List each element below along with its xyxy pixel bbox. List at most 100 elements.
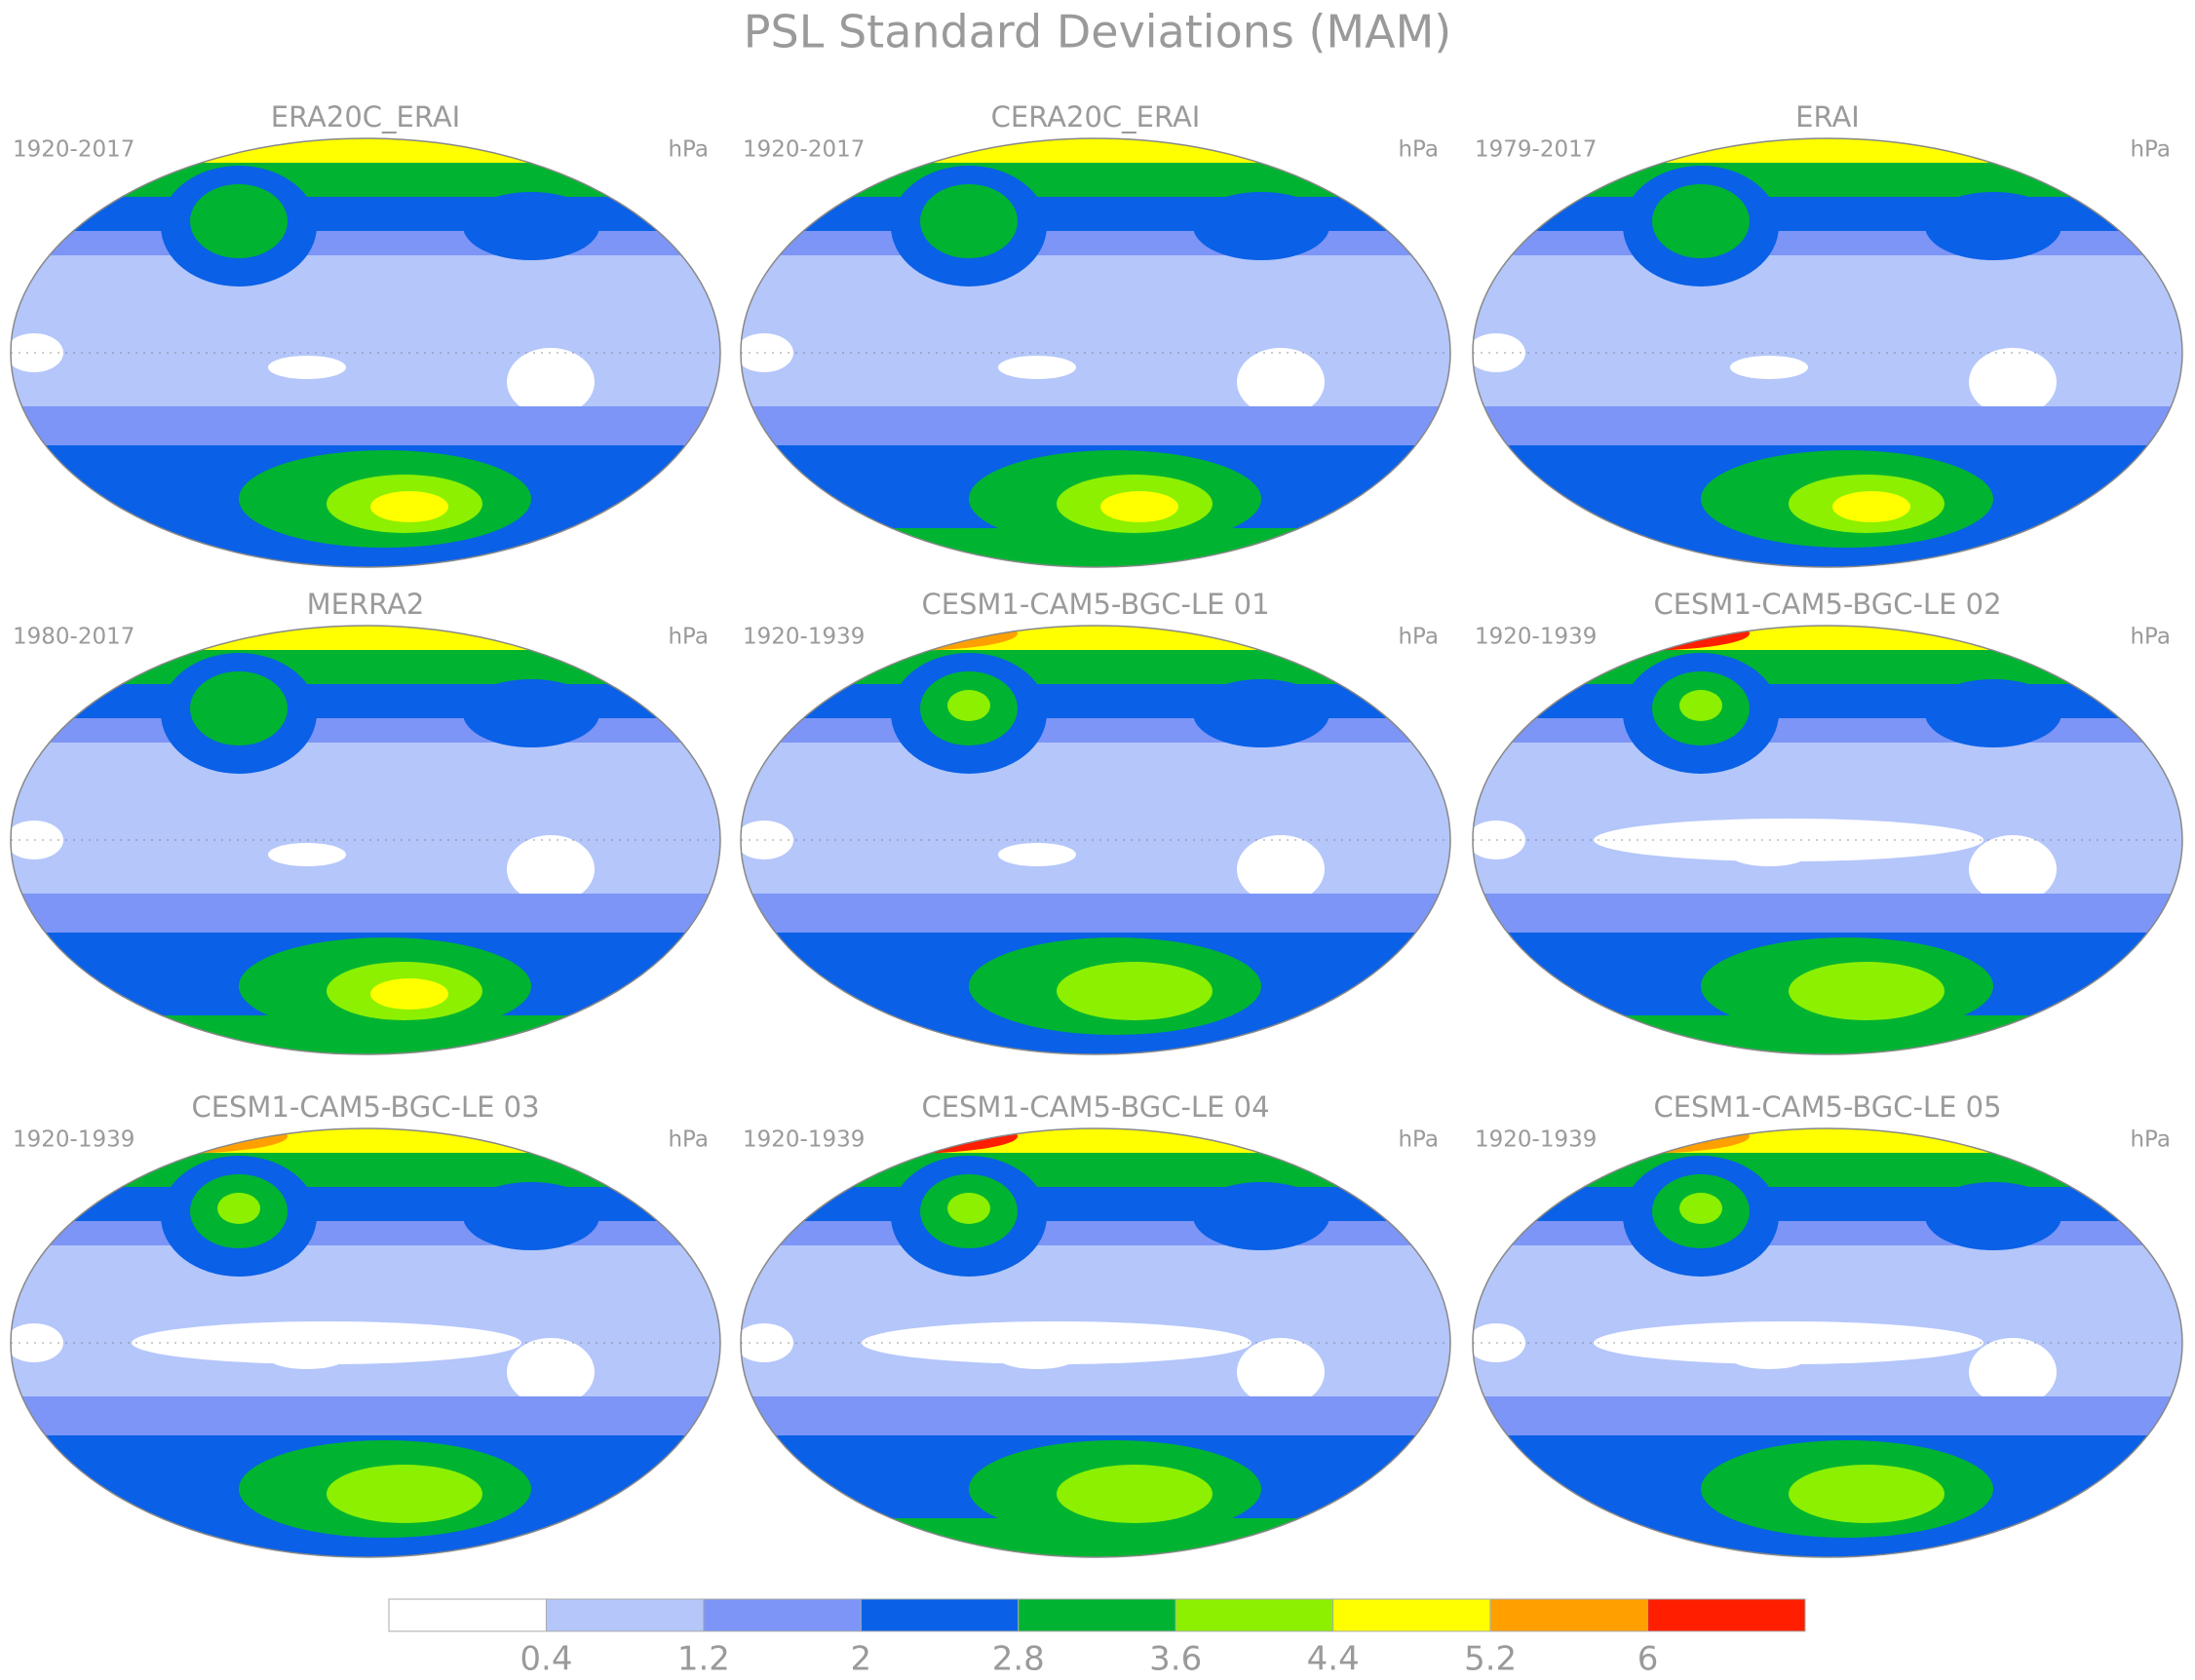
contour-blob bbox=[1679, 203, 1722, 234]
colorbar-label: 4.4 bbox=[1307, 1640, 1360, 1679]
panel-title: CESM1-CAM5-BGC-LE 01 bbox=[921, 588, 1269, 621]
contour-blob bbox=[1730, 356, 1808, 379]
contour-blob bbox=[1832, 491, 1910, 522]
panel-period: 1979-2017 bbox=[1475, 137, 1597, 163]
map-field bbox=[11, 1128, 720, 1557]
map-panel bbox=[740, 137, 1451, 568]
colorbar-label: 5.2 bbox=[1464, 1640, 1517, 1679]
map-panel bbox=[1472, 137, 2183, 568]
contour-blob bbox=[862, 1321, 1252, 1364]
contour-blob bbox=[1237, 835, 1325, 903]
map-panel bbox=[740, 625, 1451, 1055]
colorbar-label: 2.8 bbox=[992, 1640, 1045, 1679]
contour-blob bbox=[1925, 679, 2061, 747]
colorbar-swatch bbox=[1489, 1598, 1649, 1632]
colorbar-label: 0.4 bbox=[520, 1640, 572, 1679]
panel-title: ERAI bbox=[1795, 100, 1860, 134]
panel-units: hPa bbox=[1398, 1127, 1439, 1153]
contour-blob bbox=[1679, 690, 1722, 721]
colorbar-label: 1.2 bbox=[677, 1640, 730, 1679]
contour-blob bbox=[507, 348, 595, 416]
colorbar-swatch bbox=[703, 1598, 862, 1632]
contour-blob bbox=[217, 1193, 260, 1224]
colorbar-label: 3.6 bbox=[1149, 1640, 1202, 1679]
contour-blob bbox=[1594, 1321, 1983, 1364]
contour-blob bbox=[1679, 1193, 1722, 1224]
colorbar-swatch bbox=[545, 1598, 705, 1632]
contour-blob bbox=[998, 356, 1076, 379]
map-panel bbox=[10, 625, 721, 1055]
panel-units: hPa bbox=[1398, 625, 1439, 650]
panel-period: 1920-2017 bbox=[743, 137, 865, 163]
panel-period: 1920-1939 bbox=[743, 625, 865, 650]
contour-blob bbox=[370, 491, 448, 522]
panel-period: 1920-1939 bbox=[1475, 1127, 1597, 1153]
contour-blob bbox=[217, 203, 260, 234]
colorbar-label: 6 bbox=[1637, 1640, 1659, 1679]
map-panel bbox=[10, 137, 721, 568]
colorbar-swatch bbox=[388, 1598, 547, 1632]
contour-blob bbox=[463, 192, 599, 260]
colorbar-swatch bbox=[860, 1598, 1020, 1632]
contour-blob bbox=[1100, 1481, 1178, 1512]
contour-blob bbox=[947, 690, 990, 721]
contour-blob bbox=[1100, 491, 1178, 522]
colorbar-swatch bbox=[1018, 1598, 1176, 1632]
panel-period: 1920-2017 bbox=[13, 137, 135, 163]
contour-blob bbox=[998, 843, 1076, 866]
panel-units: hPa bbox=[2130, 137, 2171, 163]
map-panel bbox=[10, 1127, 721, 1558]
contour-blob bbox=[1237, 1338, 1325, 1406]
panel-units: hPa bbox=[2130, 1127, 2171, 1153]
panel-title: ERA20C_ERAI bbox=[271, 100, 460, 134]
contour-blob bbox=[268, 843, 346, 866]
panel-units: hPa bbox=[668, 137, 709, 163]
contour-blob bbox=[463, 679, 599, 747]
panel-title: CESM1-CAM5-BGC-LE 03 bbox=[191, 1090, 539, 1124]
colorbar-swatch bbox=[1647, 1598, 1806, 1632]
map-field bbox=[1473, 1128, 2182, 1557]
map-field bbox=[1473, 626, 2182, 1054]
contour-blob bbox=[1832, 978, 1910, 1010]
contour-blob bbox=[1832, 1481, 1910, 1512]
panel-title: CESM1-CAM5-BGC-LE 05 bbox=[1653, 1090, 2001, 1124]
contour-blob bbox=[132, 1321, 521, 1364]
panel-units: hPa bbox=[668, 1127, 709, 1153]
contour-blob bbox=[370, 978, 448, 1010]
panel-title: CESM1-CAM5-BGC-LE 04 bbox=[921, 1090, 1269, 1124]
panel-units: hPa bbox=[2130, 625, 2171, 650]
contour-blob bbox=[507, 835, 595, 903]
colorbar-swatch bbox=[1175, 1598, 1334, 1632]
contour-blob bbox=[1969, 1338, 2057, 1406]
contour-blob bbox=[947, 203, 990, 234]
contour-blob bbox=[947, 1193, 990, 1224]
map-panel bbox=[1472, 625, 2183, 1055]
panel-title: CERA20C_ERAI bbox=[991, 100, 1201, 134]
contour-blob bbox=[217, 690, 260, 721]
contour-blob bbox=[1193, 679, 1329, 747]
contour-blob bbox=[463, 1182, 599, 1250]
panel-units: hPa bbox=[1398, 137, 1439, 163]
contour-blob bbox=[268, 356, 346, 379]
panel-period: 1920-1939 bbox=[13, 1127, 135, 1153]
contour-blob bbox=[1237, 348, 1325, 416]
contour-blob bbox=[1925, 192, 2061, 260]
map-panel bbox=[1472, 1127, 2183, 1558]
contour-blob bbox=[1969, 348, 2057, 416]
contour-blob bbox=[370, 1481, 448, 1512]
contour-blob bbox=[1100, 978, 1178, 1010]
contour-blob bbox=[1925, 1182, 2061, 1250]
contour-blob bbox=[1193, 1182, 1329, 1250]
panel-period: 1920-1939 bbox=[743, 1127, 865, 1153]
map-field bbox=[741, 626, 1450, 1054]
contour-blob bbox=[1193, 192, 1329, 260]
contour-blob bbox=[1969, 835, 2057, 903]
figure-title: PSL Standard Deviations (MAM) bbox=[744, 6, 1451, 58]
map-field bbox=[741, 1128, 1450, 1557]
colorbar-swatch bbox=[1332, 1598, 1491, 1632]
panel-period: 1920-1939 bbox=[1475, 625, 1597, 650]
contour-blob bbox=[507, 1338, 595, 1406]
panel-title: MERRA2 bbox=[307, 588, 425, 621]
map-panel bbox=[740, 1127, 1451, 1558]
